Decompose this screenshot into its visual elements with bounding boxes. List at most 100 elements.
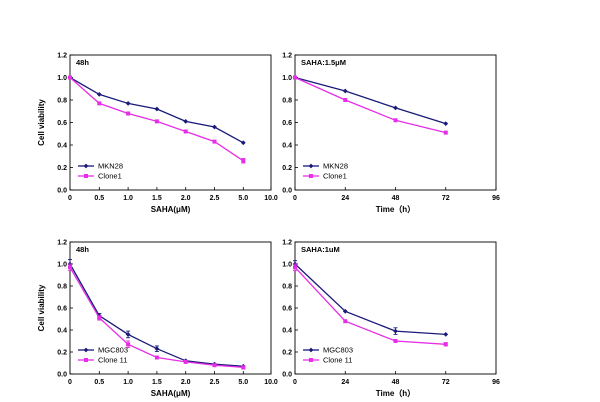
x-tick-label: 10.0 <box>264 195 278 202</box>
x-tick-label: 2.5 <box>210 195 220 202</box>
x-tick-label: 1.0 <box>123 379 133 386</box>
x-tick-label: 0.5 <box>94 195 104 202</box>
chart-panel-bottom-right: 0.0 0.2 0.4 0.6 0.8 1.0 1.2 0 24 48 72 96 Time（h） SAH… <box>282 240 500 399</box>
x-tick-label: 24 <box>341 195 349 202</box>
data-point-square <box>293 265 297 270</box>
x-tick-label: 24 <box>341 379 349 386</box>
plot-frame <box>69 54 272 191</box>
legend-marker-square <box>309 358 313 362</box>
x-tick-label: 2.0 <box>181 195 191 202</box>
x-axis-title: Time（h） <box>376 204 415 214</box>
y-tick-label: 0.8 <box>282 98 292 105</box>
legend-label: Clone 11 <box>98 356 127 365</box>
y-tick-label: 0.0 <box>57 372 67 379</box>
legend-label: MGC803 <box>98 346 128 355</box>
legend-marker-diamond <box>83 163 89 169</box>
y-tick-label: 1.2 <box>57 53 67 60</box>
legend-marker-diamond <box>83 347 89 353</box>
data-point-square <box>212 363 217 368</box>
y-tick-label: 0.4 <box>282 143 292 150</box>
data-point-diamond <box>125 100 131 106</box>
x-tick-label: 48 <box>392 195 400 202</box>
plot-frame <box>294 54 497 191</box>
y-tick-label: 1.0 <box>282 75 292 82</box>
legend-marker-diamond <box>308 163 314 169</box>
y-tick-label: 0.0 <box>282 372 292 379</box>
data-point-square <box>393 118 398 123</box>
x-tick-label: 5.0 <box>238 195 248 202</box>
y-tick-label: 0.6 <box>57 120 67 127</box>
chart-panel-bottom-left: 0.0 0.2 0.4 0.6 0.8 1.0 1.2 0 0.5 1.0 1.5 2.0 2.5 5.0… <box>37 240 278 399</box>
data-point-square <box>68 75 72 80</box>
data-point-square <box>126 342 131 347</box>
y-tick-label: 0.6 <box>57 306 67 313</box>
y-tick-label: 0.8 <box>282 284 292 291</box>
data-point-square <box>183 129 188 134</box>
y-tick-label: 1.0 <box>57 75 67 82</box>
x-tick-label: 72 <box>442 195 450 202</box>
data-point-square <box>343 98 348 102</box>
y-axis-title: Cell viability <box>37 284 46 331</box>
data-point-square <box>68 265 72 270</box>
data-point-diamond <box>154 346 160 352</box>
x-tick-label: 0 <box>293 195 297 202</box>
x-axis-title: SAHA(μM) <box>151 205 191 214</box>
y-tick-label: 0.0 <box>57 188 67 195</box>
data-point-diamond <box>240 140 246 146</box>
y-tick-label: 0.4 <box>57 328 67 335</box>
legend-label: Clone 11 <box>323 356 352 365</box>
y-tick-label: 1.2 <box>57 240 67 247</box>
x-tick-label: 2.5 <box>210 379 220 386</box>
y-tick-label: 0.8 <box>57 284 67 291</box>
y-tick-label: 0.4 <box>282 328 292 335</box>
data-point-diamond <box>393 328 398 334</box>
legend-marker-diamond <box>308 347 314 353</box>
x-tick-label: 0 <box>68 379 72 386</box>
chart-panel-top-left: 0.0 0.2 0.4 0.6 0.8 1.0 1.2 0 0.5 1.0 1.5 2.0 2.5 5.0… <box>37 53 278 215</box>
y-tick-label: 0.6 <box>282 306 292 313</box>
data-point-square <box>443 130 448 135</box>
panel-title: 48h <box>76 245 89 254</box>
x-tick-label: 0 <box>293 379 297 386</box>
x-tick-label: 1.5 <box>152 379 162 386</box>
panel-title: SAHA:1.5μM <box>301 58 346 67</box>
y-axis-title: Cell viability <box>37 99 46 146</box>
data-point-diamond <box>125 332 131 337</box>
data-point-square <box>212 139 217 144</box>
data-point-square <box>393 339 398 343</box>
y-tick-label: 1.0 <box>282 262 292 269</box>
y-tick-label: 0.2 <box>282 350 292 357</box>
data-point-diamond <box>96 91 102 97</box>
data-point-square <box>97 101 102 106</box>
x-tick-label: 1.5 <box>152 195 162 202</box>
data-point-diamond <box>212 124 217 130</box>
legend-label: MKN28 <box>98 162 123 171</box>
legend-label: MKN28 <box>323 162 348 171</box>
x-tick-label: 96 <box>492 379 500 386</box>
x-tick-label: 48 <box>392 379 400 386</box>
data-point-diamond <box>443 332 449 337</box>
data-point-square <box>154 355 159 360</box>
x-tick-label: 5.0 <box>238 379 248 386</box>
series-line-2 <box>294 76 446 134</box>
x-tick-label: 10.0 <box>264 379 278 386</box>
y-tick-label: 1.2 <box>282 53 292 60</box>
data-point-square <box>343 319 348 324</box>
data-point-square <box>241 158 246 163</box>
y-tick-label: 0.2 <box>57 165 67 172</box>
data-point-diamond <box>342 308 348 314</box>
plot-frame <box>69 241 272 375</box>
x-axis-title: Time（h） <box>376 388 415 398</box>
chart-panel-top-right: 0.0 0.2 0.4 0.6 0.8 1.0 1.2 0 24 48 72 96 Time（h） SAH… <box>282 53 500 215</box>
series-line-1 <box>294 263 446 336</box>
legend-label: Clone1 <box>98 172 122 181</box>
data-point-square <box>293 75 297 80</box>
x-tick-label: 96 <box>492 195 500 202</box>
y-tick-label: 1.2 <box>282 240 292 247</box>
series-line-2 <box>294 266 446 345</box>
data-point-square <box>183 359 188 364</box>
y-tick-label: 1.0 <box>57 262 67 269</box>
legend-marker-square <box>84 174 88 178</box>
data-point-square <box>241 365 246 370</box>
